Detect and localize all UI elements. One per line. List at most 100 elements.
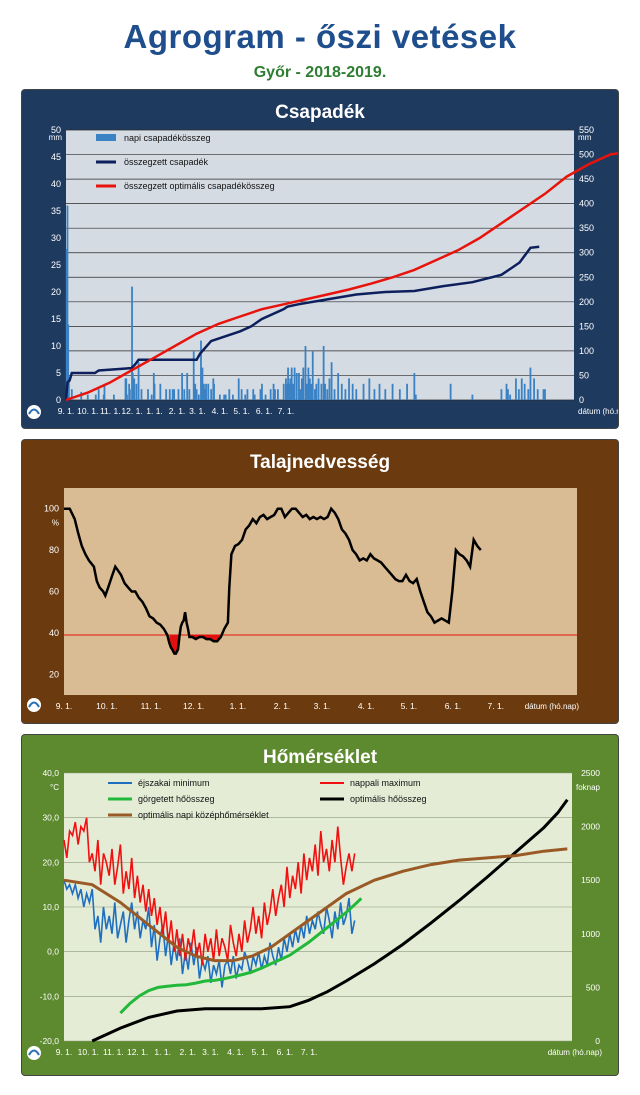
precip-bar xyxy=(261,383,263,400)
page-title: Agrogram - őszi vetések xyxy=(123,18,517,55)
precip-bar xyxy=(171,389,174,400)
precip-bar xyxy=(391,383,394,400)
precip-bar xyxy=(147,389,149,400)
y-tick-left: 5 xyxy=(56,368,61,378)
y-axis-label-right: mm xyxy=(578,133,592,142)
precip-bar xyxy=(165,389,168,400)
precip-bar xyxy=(213,383,215,400)
precip-bar xyxy=(328,378,331,400)
legend-label: optimális hőösszeg xyxy=(350,794,427,804)
precip-bar xyxy=(330,362,333,400)
precip-bar xyxy=(237,378,240,400)
legend-label: nappali maximum xyxy=(350,778,421,788)
precip-bar xyxy=(317,378,320,400)
precip-bar xyxy=(378,383,381,400)
y-tick-right: 300 xyxy=(579,248,594,258)
y-tick-right: 450 xyxy=(579,174,594,184)
precip-bar xyxy=(299,389,302,400)
precip-bar xyxy=(295,373,298,400)
y-tick-right: 250 xyxy=(579,272,594,282)
precip-bar xyxy=(505,383,508,400)
y-tick-left: -20,0 xyxy=(40,1036,60,1046)
x-tick: 7. 1. xyxy=(278,406,295,416)
precip-bar xyxy=(272,383,275,400)
precip-bar xyxy=(517,389,520,400)
x-tick: 4. 1. xyxy=(358,701,375,711)
precip-bar xyxy=(210,389,213,400)
precip-bar xyxy=(351,383,354,400)
precip-bar xyxy=(290,367,293,400)
temperature-chart: -20,0 -10,0 0,0 10,0 20,0 30,0 40,0 0 500 1000 150… xyxy=(27,768,603,1060)
precip-bar xyxy=(67,324,70,400)
precip-bar xyxy=(244,394,247,400)
precip-bar xyxy=(542,389,545,400)
precip-bar xyxy=(289,378,292,400)
soil-moisture-panel: Talajnedvesség 20 40 60 80 100% 9. 1. 10. 1. 11… xyxy=(22,440,618,723)
precip-bar xyxy=(326,389,329,400)
y-tick: 40 xyxy=(49,628,59,638)
precip-bar xyxy=(398,389,401,400)
precip-bar xyxy=(306,383,308,400)
precip-bar xyxy=(135,383,138,400)
series-line xyxy=(65,151,618,402)
legend-swatch-bar xyxy=(96,134,116,141)
precip-bar xyxy=(449,383,452,400)
precip-bar xyxy=(153,383,156,400)
precip-bar xyxy=(298,373,300,400)
precip-bar xyxy=(205,383,207,400)
precip-bar xyxy=(197,394,200,400)
precip-bar xyxy=(159,383,162,400)
precip-bar xyxy=(515,378,517,400)
x-tick: 11. 1. xyxy=(100,406,121,416)
precip-bar xyxy=(413,373,416,400)
y-tick-left: 30 xyxy=(51,233,61,243)
x-tick: 9. 1. xyxy=(58,406,75,416)
x-tick: 6. 1. xyxy=(256,406,273,416)
y-tick: 80 xyxy=(49,545,59,555)
omsz-logo-circle xyxy=(27,698,41,712)
precip-bar xyxy=(373,389,376,400)
x-tick: 11. 1. xyxy=(141,701,162,711)
y-tick-right: 2500 xyxy=(581,768,600,778)
legend-label: görgetett hőösszeg xyxy=(138,794,215,804)
precip-bar xyxy=(253,394,256,400)
precip-bar xyxy=(292,383,295,400)
precip-bar xyxy=(177,389,180,400)
precip-bar xyxy=(94,394,97,400)
y-tick-left: 30,0 xyxy=(42,813,59,823)
x-tick: 7. 1. xyxy=(488,701,505,711)
plot-area xyxy=(66,130,574,400)
precip-bar xyxy=(224,394,227,400)
precip-bar xyxy=(131,373,134,400)
precip-bar xyxy=(304,346,307,400)
x-tick: 2. 1. xyxy=(169,406,186,416)
temperature-title: Hőmérséklet xyxy=(262,747,378,768)
precip-bar xyxy=(125,378,128,400)
x-tick: 2. 1. xyxy=(274,701,291,711)
precip-bar xyxy=(293,367,296,400)
legend-label: napi csapadékösszeg xyxy=(124,133,211,143)
legend-label: összegzett csapadék xyxy=(124,157,209,167)
precip-bar xyxy=(188,389,191,400)
omsz-logo-wave xyxy=(28,701,40,708)
x-axis-label: dátum (hó.nap) xyxy=(548,1048,603,1057)
x-tick: 5. 1. xyxy=(233,406,250,416)
series-line xyxy=(119,897,363,1015)
precip-bar xyxy=(362,383,365,400)
x-tick: 3. 1. xyxy=(314,701,331,711)
precip-bar xyxy=(274,389,276,400)
y-axis-label-right: foknap xyxy=(576,783,601,792)
precip-bar xyxy=(300,378,303,400)
x-tick: 7. 1. xyxy=(301,1047,318,1057)
precip-bar xyxy=(173,389,176,400)
y-tick-left: 40 xyxy=(51,179,61,189)
precip-bar xyxy=(252,389,255,400)
y-tick-left: 50 xyxy=(51,125,61,135)
x-tick: 5. 1. xyxy=(401,701,418,711)
precip-bar xyxy=(86,394,89,400)
precip-bar xyxy=(500,389,503,400)
precip-bar xyxy=(264,394,267,400)
y-tick-left: 25 xyxy=(51,260,61,270)
y-tick-right: 2000 xyxy=(581,822,600,832)
precip-bar xyxy=(137,362,140,400)
